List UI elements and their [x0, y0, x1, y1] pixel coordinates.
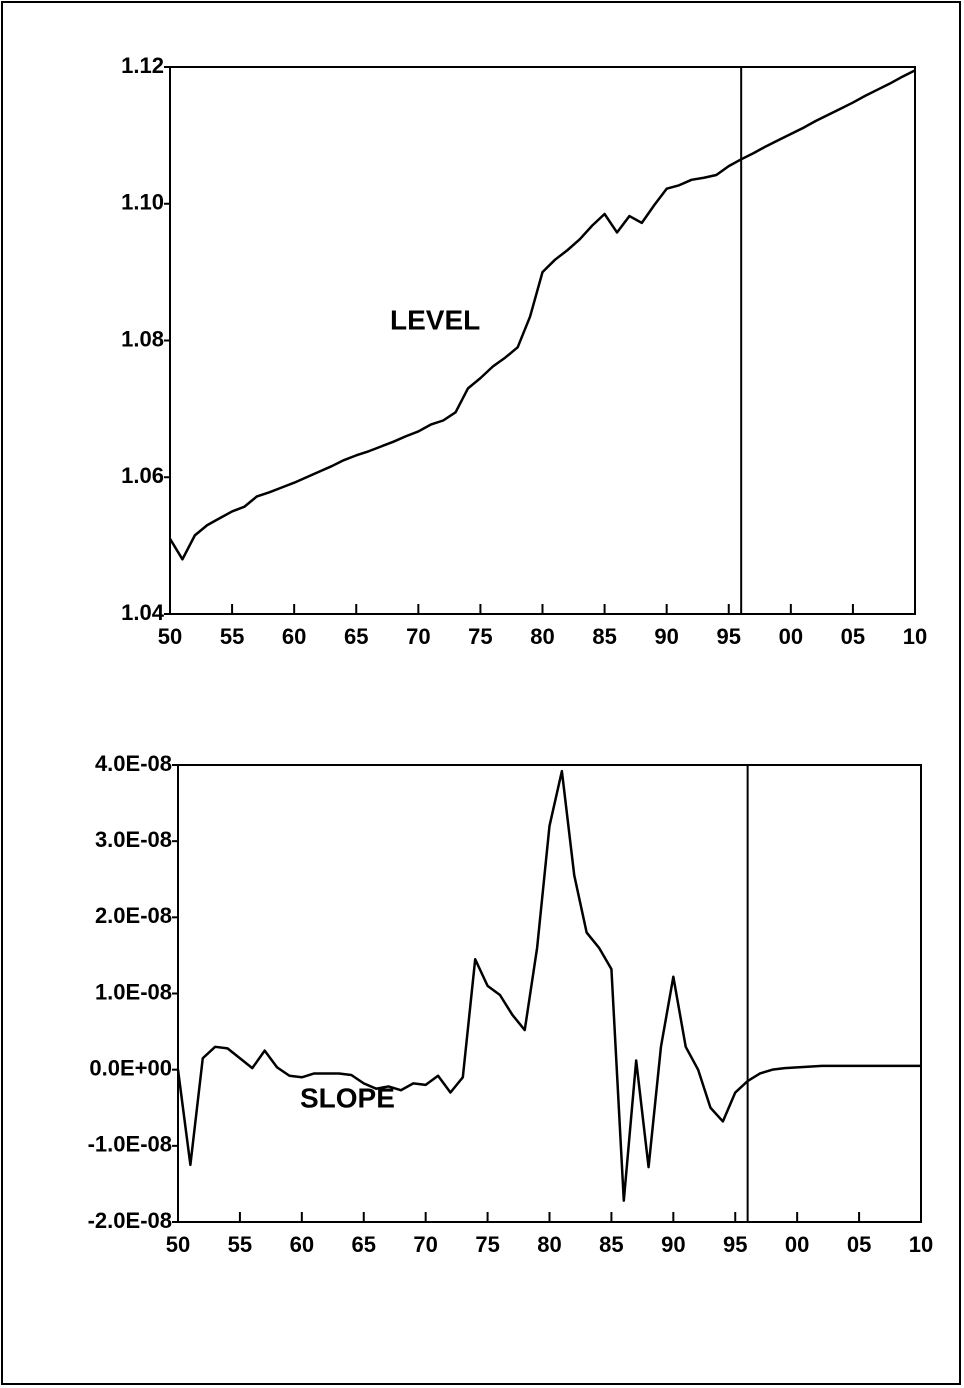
x-tick-label: 95 [717, 624, 741, 649]
x-tick-label: 85 [599, 1232, 623, 1257]
data-line [168, 69, 916, 561]
y-tick-label: 0.0E+00 [89, 1055, 172, 1080]
y-tick-label: 1.10 [121, 190, 164, 215]
x-tick-label: 70 [406, 624, 430, 649]
series-annotation: SLOPE [300, 1082, 395, 1113]
x-tick-label: 50 [166, 1232, 190, 1257]
x-tick-label: 90 [654, 624, 678, 649]
series-annotation: LEVEL [390, 304, 480, 335]
y-tick-label: 1.12 [121, 53, 164, 78]
x-tick-label: 00 [785, 1232, 809, 1257]
data-line [176, 769, 921, 1202]
y-tick-label: 4.0E-08 [95, 751, 172, 776]
y-tick-label: 1.06 [121, 463, 164, 488]
x-tick-label: 80 [530, 624, 554, 649]
plot-frame [169, 66, 916, 615]
y-tick-label: 3.0E-08 [95, 827, 172, 852]
y-tick-label: 1.04 [121, 600, 165, 625]
x-tick-label: 60 [282, 624, 306, 649]
y-tick-label: -1.0E-08 [88, 1132, 172, 1157]
x-tick-label: 95 [723, 1232, 747, 1257]
x-tick-label: 55 [220, 624, 244, 649]
x-tick-label: 75 [475, 1232, 499, 1257]
x-tick-label: 10 [903, 624, 927, 649]
y-tick-label: 2.0E-08 [95, 903, 172, 928]
x-tick-label: 50 [158, 624, 182, 649]
x-tick-label: 75 [468, 624, 492, 649]
x-tick-label: 55 [228, 1232, 252, 1257]
x-tick-label: 70 [413, 1232, 437, 1257]
x-tick-label: 90 [661, 1232, 685, 1257]
x-tick-label: 10 [909, 1232, 933, 1257]
y-tick-label: -2.0E-08 [88, 1208, 172, 1233]
y-tick-label: 1.08 [121, 326, 164, 351]
x-tick-label: 05 [841, 624, 865, 649]
x-tick-label: 65 [344, 624, 368, 649]
y-tick-label: 1.0E-08 [95, 979, 172, 1004]
x-tick-label: 60 [290, 1232, 314, 1257]
x-tick-label: 85 [592, 624, 616, 649]
x-tick-label: 65 [352, 1232, 376, 1257]
x-tick-label: 00 [779, 624, 803, 649]
x-tick-label: 05 [847, 1232, 871, 1257]
x-tick-label: 80 [537, 1232, 561, 1257]
